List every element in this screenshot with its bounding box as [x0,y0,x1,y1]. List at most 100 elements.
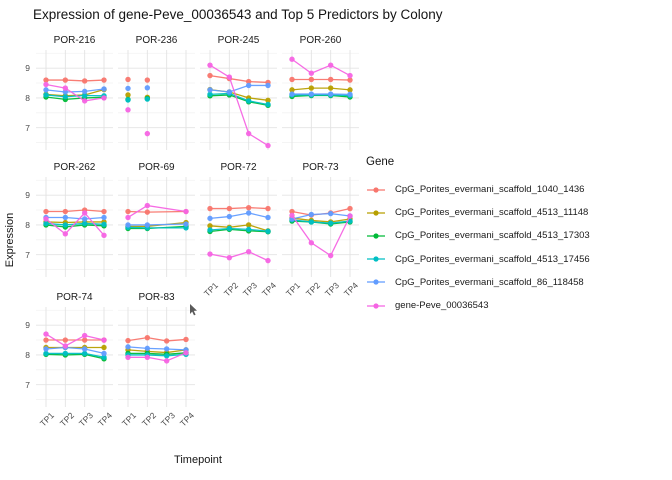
y-tick-label: 8 [25,219,30,230]
data-point [101,86,107,92]
data-point [81,98,88,104]
x-tick-label: TP2 [57,410,76,429]
data-point [245,210,252,216]
data-point [81,88,88,95]
series-line [128,352,187,362]
data-point [308,70,315,76]
data-point [163,346,170,352]
data-point [265,205,271,212]
data-point [101,354,107,360]
legend-key-icon [367,210,385,216]
data-point [289,91,295,97]
series-line [127,346,187,351]
data-point [308,91,315,97]
mouse-cursor [190,304,197,316]
series-line [45,346,105,355]
data-point [43,350,49,357]
series-line [128,352,187,355]
x-tick-label: TP2 [221,280,240,299]
data-point [81,350,88,357]
data-point [43,92,49,98]
series-line [45,88,105,93]
series-line [291,58,351,77]
data-point [125,344,131,350]
data-point [226,213,233,220]
x-tick-label: TP3 [158,410,178,429]
legend-entry: CpG_Porites_evermani_scaffold_1040_1436 [366,178,590,201]
data-point [81,78,88,84]
data-point [207,87,213,93]
series-line [209,64,269,147]
data-point [226,89,233,95]
data-point [125,337,131,344]
data-point [347,91,353,98]
data-point [125,354,131,360]
facet-panel-POR-69 [118,177,195,277]
facet-panel-POR-236 [118,50,195,150]
data-point [327,252,334,259]
series-line [209,92,269,106]
facet-title: POR-72 [220,162,257,173]
data-point [245,130,252,137]
x-tick-label: TP1 [120,410,139,429]
x-tick-label: TP1 [284,280,303,299]
data-point [245,78,252,85]
data-point [265,97,271,103]
data-point [43,331,49,337]
data-point [265,101,271,108]
data-point [125,107,131,113]
facet-title: POR-69 [138,162,175,173]
data-point [245,226,252,233]
series-line [292,94,351,97]
data-point [62,231,69,237]
facet-title: POR-236 [135,35,178,46]
x-axis-title: Timepoint [174,454,222,466]
data-point [289,208,295,215]
series-line [45,88,105,97]
data-point [207,251,213,257]
data-point [81,332,88,339]
data-point [62,337,69,343]
series-line [291,215,351,257]
data-point [144,354,151,360]
data-point [101,232,107,239]
x-tick-label: TP3 [322,280,342,299]
data-point [226,205,233,212]
x-tick-label: TP1 [38,410,57,429]
data-point [43,346,49,352]
data-point [144,85,151,91]
data-point [43,208,49,215]
data-point [144,202,151,209]
y-axis-title: Expression [4,212,16,268]
data-point [327,76,334,83]
data-point [308,76,315,83]
data-point [347,205,353,212]
data-point [327,210,334,217]
series-line [46,209,105,213]
legend-key-icon [367,186,385,193]
data-point [308,211,315,218]
data-point [43,337,49,343]
legend-label: CpG_Porites_evermani_scaffold_1040_1436 [395,184,585,196]
data-point [43,216,49,222]
legend: Gene CpG_Porites_evermani_scaffold_1040_… [366,156,590,317]
y-tick-label: 7 [25,249,30,260]
data-point [347,213,353,219]
data-point [163,358,170,364]
data-point [183,225,189,231]
legend-label: CpG_Porites_evermani_scaffold_86_118458 [395,276,584,288]
data-point [62,208,69,215]
facet-panel-POR-216 [36,50,113,150]
data-point [226,254,233,261]
data-point [245,82,252,89]
x-tick-label: TP4 [96,410,115,429]
facet-panel-POR-72 [200,177,277,277]
data-point [183,208,189,215]
data-point [144,77,151,83]
data-point [183,350,189,356]
x-tick-label: TP2 [303,280,322,299]
data-point [207,205,213,212]
legend-entry: CpG_Porites_evermani_scaffold_86_118458 [366,271,590,294]
data-point [101,95,107,101]
